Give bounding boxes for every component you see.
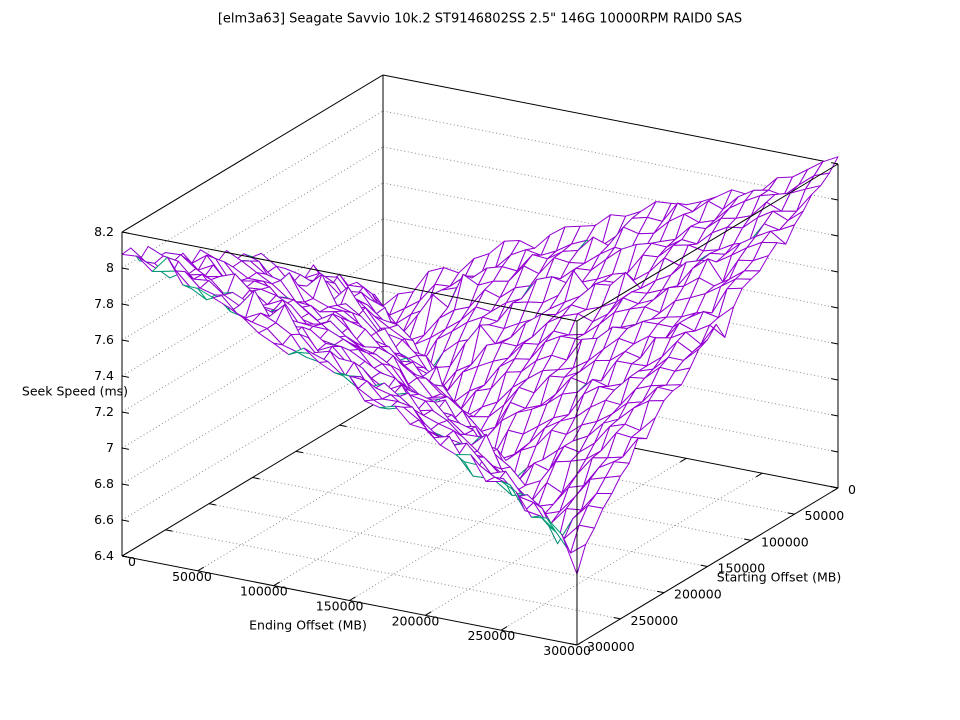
svg-text:200000: 200000 (392, 613, 440, 628)
y-axis-title: Starting Offset (MB) (716, 569, 842, 585)
svg-text:250000: 250000 (631, 613, 679, 628)
svg-text:7: 7 (106, 440, 114, 455)
svg-text:150000: 150000 (718, 561, 766, 576)
svg-text:6.4: 6.4 (94, 548, 114, 563)
z-axis-title: Seek Speed (ms) (21, 383, 129, 399)
svg-text:7.2: 7.2 (94, 404, 114, 419)
svg-text:7.8: 7.8 (94, 296, 114, 311)
svg-text:300000: 300000 (587, 639, 635, 654)
svg-text:6.8: 6.8 (94, 476, 114, 491)
svg-text:0: 0 (848, 482, 856, 497)
svg-text:100000: 100000 (240, 584, 288, 599)
svg-text:50000: 50000 (805, 508, 845, 523)
svg-text:8.2: 8.2 (94, 224, 114, 239)
svg-text:8: 8 (106, 260, 114, 275)
svg-text:50000: 50000 (172, 569, 212, 584)
x-axis-title: Ending Offset (MB) (249, 617, 367, 633)
svg-text:250000: 250000 (467, 628, 515, 643)
svg-text:0: 0 (128, 554, 136, 569)
svg-text:300000: 300000 (543, 643, 591, 658)
chart-title: [elm3a63] Seagate Savvio 10k.2 ST9146802… (217, 11, 743, 27)
svg-text:7.6: 7.6 (94, 332, 114, 347)
svg-text:100000: 100000 (761, 534, 809, 549)
svg-text:6.6: 6.6 (94, 512, 114, 527)
svg-text:7.4: 7.4 (94, 368, 114, 383)
svg-text:200000: 200000 (674, 587, 722, 602)
svg-text:150000: 150000 (316, 599, 364, 614)
